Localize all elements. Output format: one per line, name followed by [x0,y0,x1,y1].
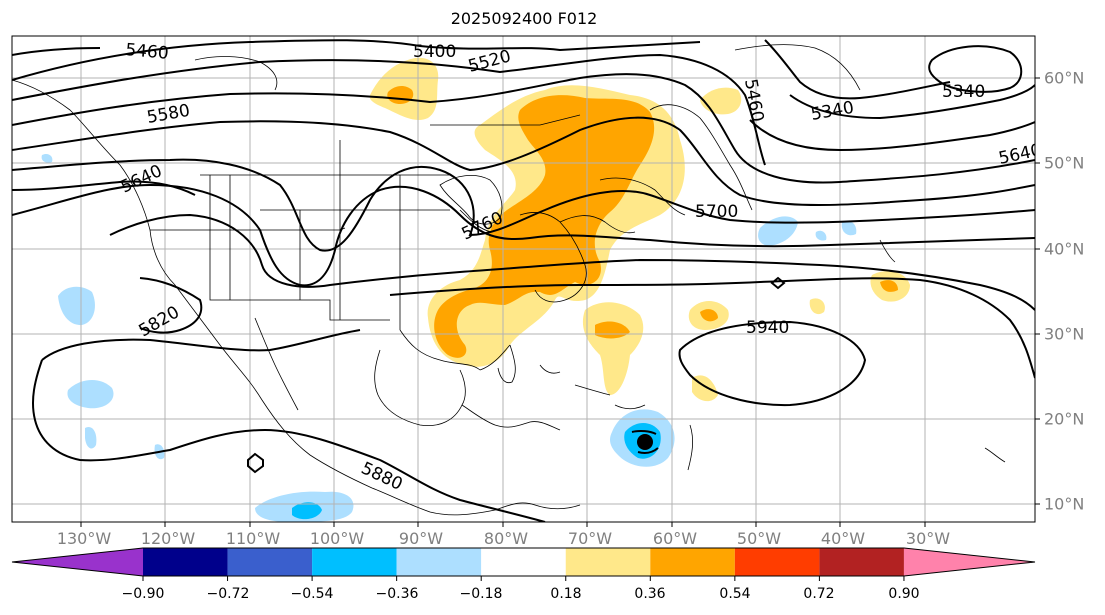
cyclone-symbol [631,429,659,454]
colorbar-segment [734,548,820,576]
colorbar-extend-low [12,548,143,576]
positive-anomaly-atlantic-5 [809,298,825,315]
colorbar-segment [227,548,313,576]
colorbar-segment [143,548,228,576]
lon-label-70w: 70°W [567,529,613,548]
colorbar-tick-label: −0.18 [459,586,503,602]
lon-label-110w: 110°W [225,529,281,548]
lat-label-10n: 10°N [1044,494,1085,514]
axis-ticks [80,77,1040,527]
lon-label-90w: 90°W [398,529,444,548]
negative-anomaly-mexico-south-core [292,502,322,520]
negative-anomaly-pacific-3 [85,426,97,449]
colorbar-extend-high [903,548,1035,576]
colorbar-tick-label: −0.36 [375,586,419,602]
colorbar-tick-label: −0.54 [290,586,334,602]
colorbar-tick-label: −0.90 [121,586,165,602]
negative-anomaly-atlantic-3 [815,230,827,241]
colorbar-segment [312,548,397,576]
positive-anomaly-atlantic-2-core [700,309,718,322]
colorbar-tick-label: 0.72 [803,586,835,602]
negative-anomaly-canada-west [41,153,53,163]
negative-anomaly-atlantic-2 [841,220,857,236]
colorbar-segment [481,548,566,576]
lat-label-40n: 40°N [1044,239,1085,259]
lat-label-30n: 30°N [1044,324,1085,344]
lon-label-60w: 60°W [652,529,698,548]
colorbar-tick-label: 0.54 [719,586,751,602]
map-title: 2025092400 F012 [450,9,598,28]
lat-label-20n: 20°N [1044,409,1085,429]
colorbar-segment [819,548,904,576]
contour-label: 5940 [746,318,789,338]
positive-anomaly-atlantic-3-core [880,280,898,292]
lon-label-30w: 30°W [905,529,951,548]
lon-label-120w: 120°W [140,529,196,548]
height-contours [12,39,1035,522]
contour-label: 5460 [125,40,170,64]
lat-label-60n: 60°N [1044,68,1085,88]
lon-label-50w: 50°W [736,529,782,548]
lat-label-50n: 50°N [1044,153,1085,173]
positive-anomaly-mid-region [434,95,655,358]
colorbar-segment [650,548,735,576]
colorbar-tick-label: 0.18 [550,586,582,602]
colorbar-tick-label: −0.72 [206,586,250,602]
map-frame [11,35,1036,523]
lon-label-100w: 100°W [309,529,365,548]
colorbar-segment [396,548,482,576]
lon-label-130w: 130°W [56,529,112,548]
colorbar-tick-label: 0.90 [888,586,920,602]
graticule [12,36,1035,522]
negative-anomaly-pacific-2 [58,286,95,326]
colorbar-segment [565,548,651,576]
negative-anomaly-atlantic-1 [758,216,798,246]
colorbar [11,547,1036,581]
contour-label: 5340 [942,82,985,102]
contour-label: 5700 [695,202,738,222]
lon-label-40w: 40°W [820,529,866,548]
colorbar-tick-label: 0.36 [634,586,666,602]
contour-label: 5400 [413,42,456,62]
lon-label-80w: 80°W [483,529,529,548]
negative-anomaly-pacific-1 [67,379,114,409]
